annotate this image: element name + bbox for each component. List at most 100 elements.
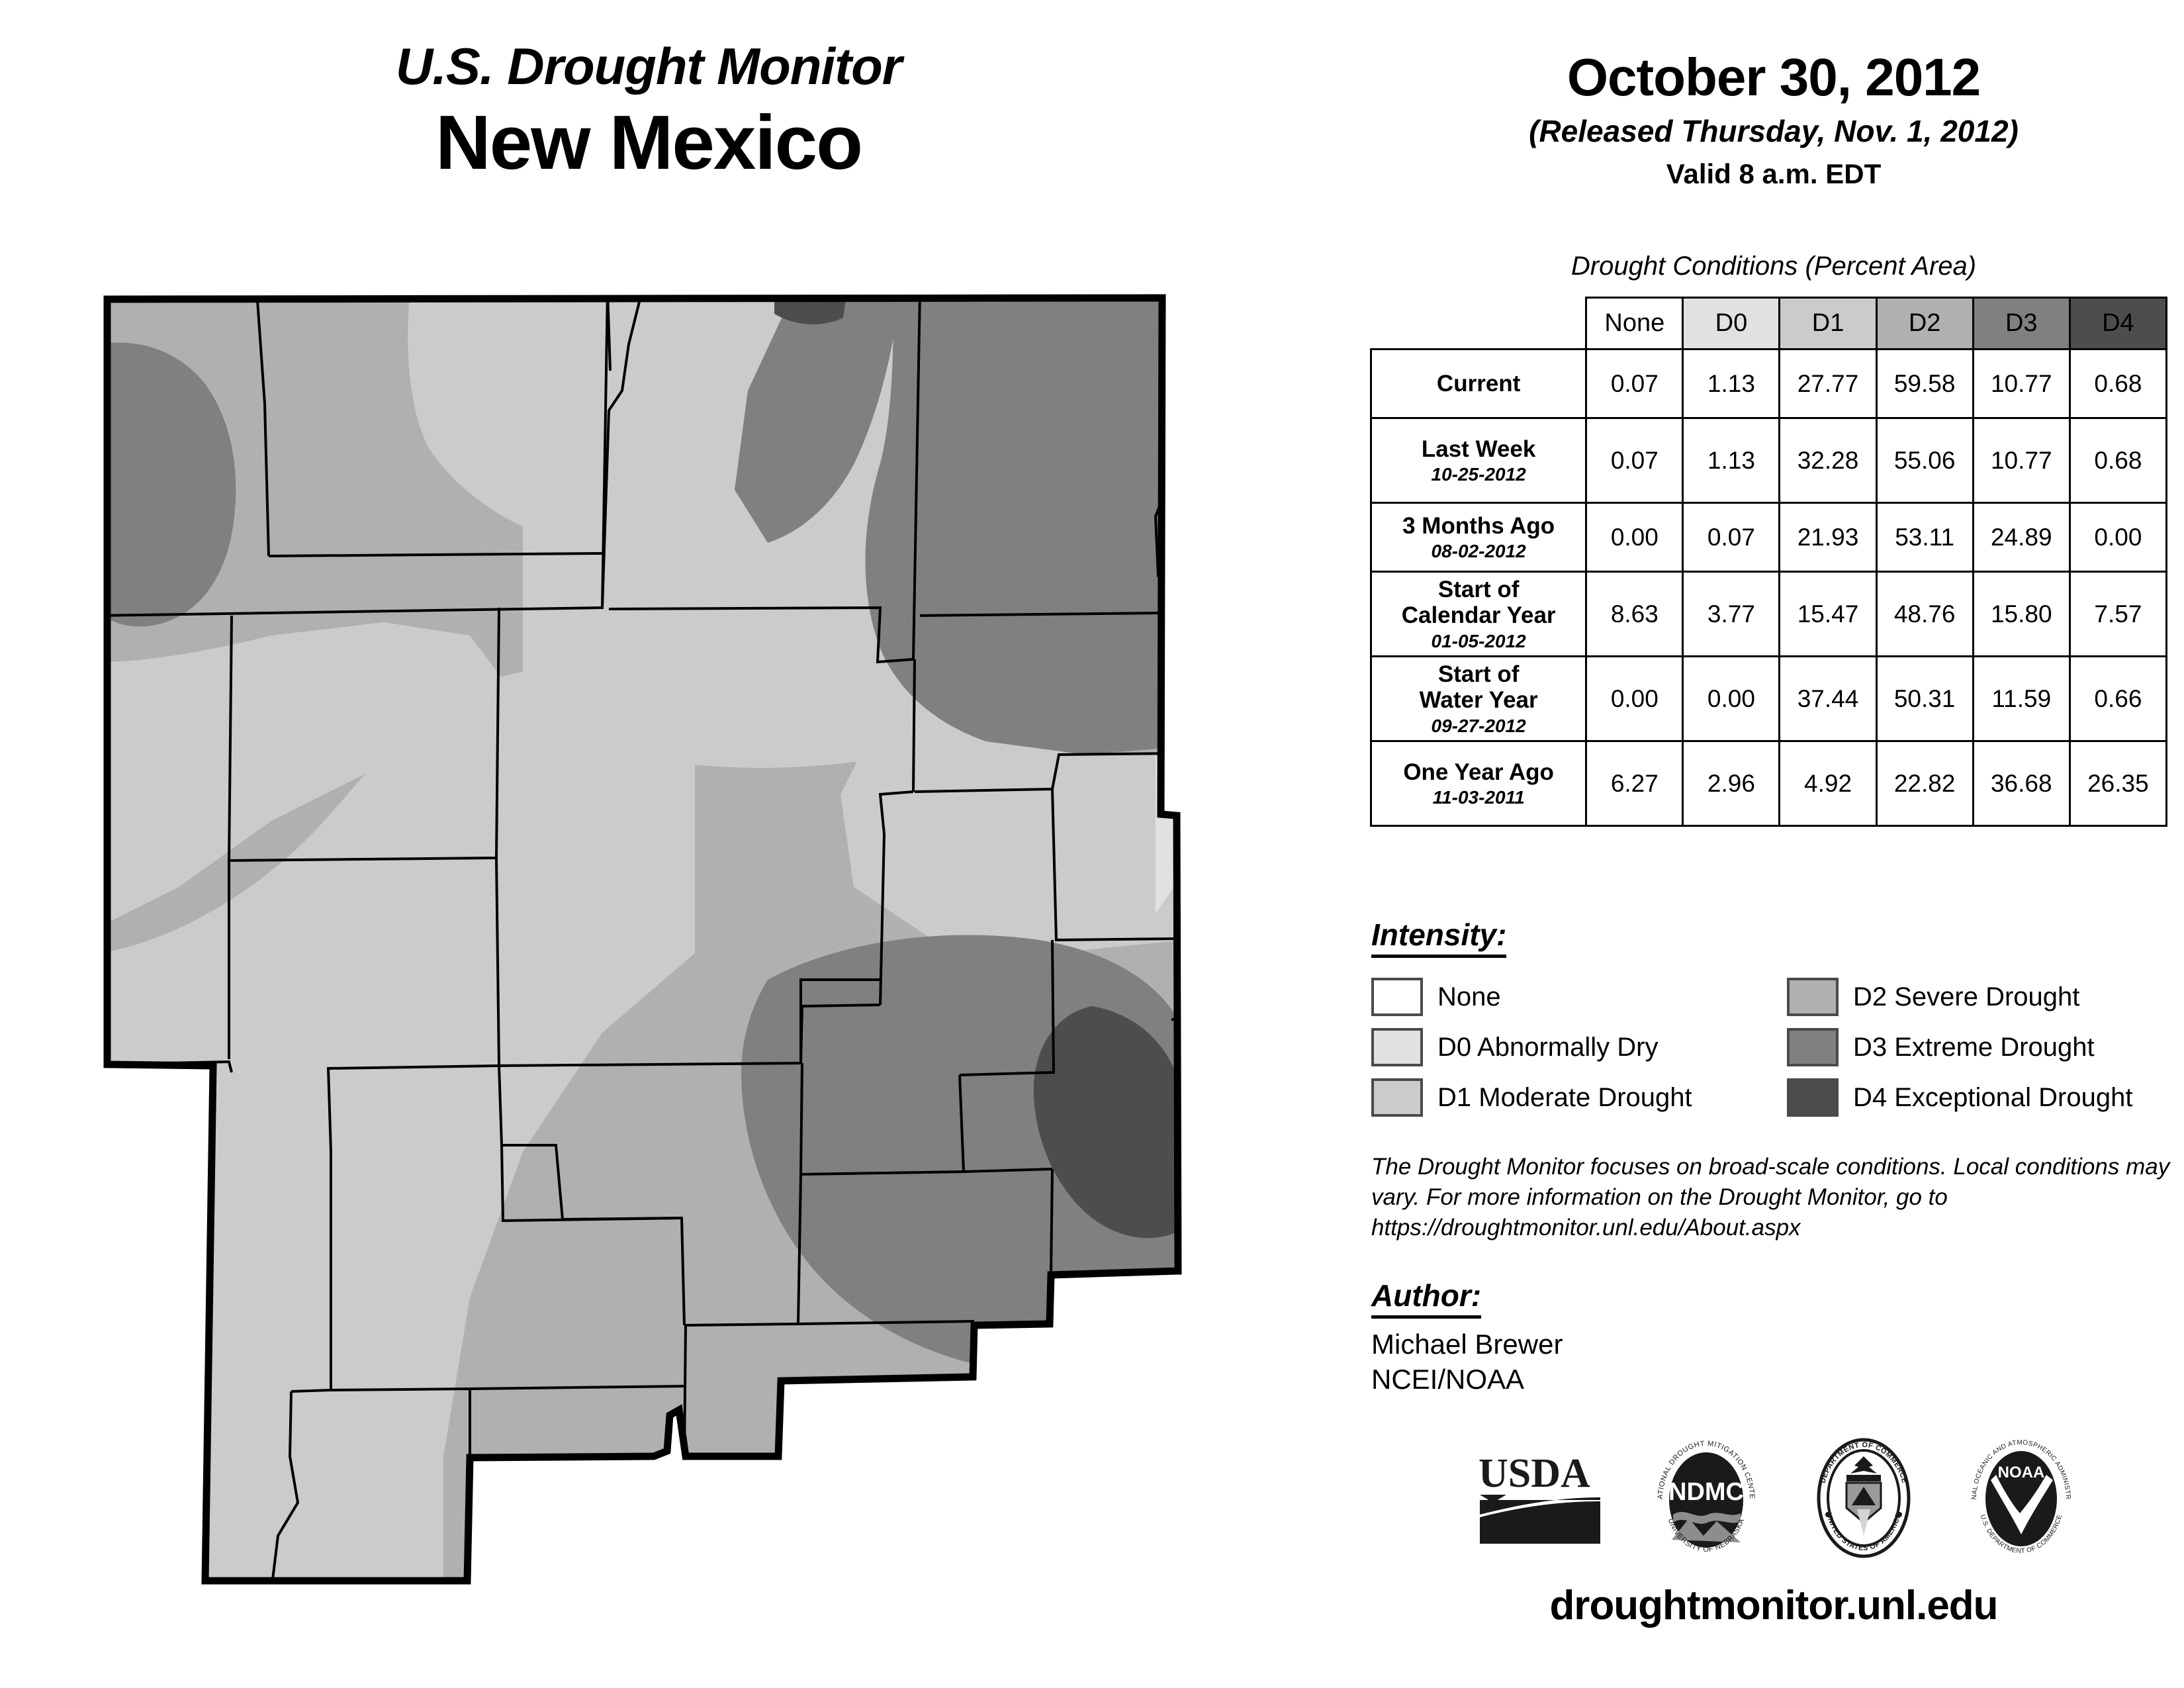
partner-logos: USDA NDMC NAT (1370, 1430, 2184, 1569)
row-label-text: 3 Months Ago (1402, 512, 1555, 539)
cell-3months-d1: 21.93 (1778, 502, 1878, 573)
intensity-heading: Intensity: (1371, 917, 1507, 958)
row-label-start-water-year: Start of Water Year 09-27-2012 (1369, 655, 1588, 742)
legend-item-d0: D0 Abnormally Dry (1371, 1022, 1768, 1072)
row-label-date: 10-25-2012 (1431, 463, 1526, 485)
row-label-3-months-ago: 3 Months Ago 08-02-2012 (1369, 502, 1588, 573)
title-block: U.S. Drought Monitor New Mexico (0, 37, 1297, 185)
state-outline (103, 294, 1182, 1585)
intensity-legend: None D2 Severe Drought D0 Abnormally Dry… (1371, 972, 2184, 1123)
usda-logo-text: USDA (1479, 1451, 1590, 1496)
cell-lastweek-d3: 10.77 (1972, 417, 2071, 504)
cell-wateryear-none: 0.00 (1585, 655, 1684, 742)
cell-3months-d2: 53.11 (1875, 502, 1974, 573)
cell-lastweek-d4: 0.68 (2068, 417, 2168, 504)
row-label-last-week: Last Week 10-25-2012 (1369, 417, 1588, 504)
cell-lastweek-none: 0.07 (1585, 417, 1684, 504)
svg-text:NOAA: NOAA (1998, 1464, 2045, 1481)
table-row: Last Week 10-25-2012 0.07 1.13 32.28 55.… (1369, 417, 2168, 504)
cell-oneyear-none: 6.27 (1585, 740, 1684, 827)
cell-wateryear-d4: 0.66 (2068, 655, 2168, 742)
legend-item-d1: D1 Moderate Drought (1371, 1072, 1768, 1123)
table-header-row: None D0 D1 D2 D3 D4 (1371, 297, 2168, 350)
legend-swatch-d1 (1371, 1078, 1423, 1117)
row-label-text: Last Week (1421, 436, 1536, 462)
legend-item-d2: D2 Severe Drought (1787, 972, 2184, 1022)
map-svg (103, 294, 1182, 1585)
info-column: October 30, 2012 (Released Thursday, Nov… (1363, 0, 2184, 1688)
cell-current-none: 0.07 (1585, 348, 1684, 419)
program-title: U.S. Drought Monitor (395, 37, 902, 95)
col-header-d3: D3 (1972, 297, 2071, 350)
table-corner-cell (1371, 298, 1586, 350)
legend-label-none: None (1437, 982, 1501, 1011)
cell-calyear-none: 8.63 (1585, 571, 1684, 657)
cell-wateryear-d2: 50.31 (1875, 655, 1974, 742)
website-url[interactable]: droughtmonitor.unl.edu (1549, 1583, 1998, 1628)
cell-calyear-d1: 15.47 (1778, 571, 1878, 657)
row-label-one-year-ago: One Year Ago 11-03-2011 (1369, 740, 1588, 827)
cell-current-d0: 1.13 (1682, 348, 1781, 419)
legend-label-d3: D3 Extreme Drought (1853, 1032, 2095, 1062)
legend-item-d3: D3 Extreme Drought (1787, 1022, 2184, 1072)
cell-calyear-d4: 7.57 (2068, 571, 2168, 657)
cell-oneyear-d0: 2.96 (1682, 740, 1781, 827)
col-header-d4: D4 (2068, 297, 2168, 350)
cell-current-d3: 10.77 (1972, 348, 2071, 419)
col-header-d0: D0 (1682, 297, 1781, 350)
drought-conditions-table: None D0 D1 D2 D3 D4 Current 0.07 1.13 27… (1369, 297, 2168, 827)
svg-text:NDMC: NDMC (1668, 1478, 1744, 1506)
cell-3months-d4: 0.00 (2068, 502, 2168, 573)
table-row: Start of Water Year 09-27-2012 0.00 0.00 … (1369, 655, 2168, 742)
legend-item-none: None (1371, 972, 1768, 1022)
table-caption: Drought Conditions (Percent Area) (1570, 252, 1977, 281)
noaa-logo: NOAA NATIONAL OCEANIC AND ATMOSPHERIC AD… (1960, 1431, 2079, 1563)
legend-swatch-none (1371, 978, 1423, 1016)
new-mexico-drought-map[interactable] (99, 291, 1291, 1589)
row-label-current: Current (1369, 348, 1588, 419)
cell-lastweek-d1: 32.28 (1778, 417, 1878, 504)
county-boundaries (107, 298, 1178, 1580)
row-label-date: 11-03-2011 (1432, 786, 1525, 808)
legend-swatch-d0 (1371, 1028, 1423, 1066)
date-block: October 30, 2012 (Released Thursday, Nov… (1363, 50, 2184, 189)
table-row: 3 Months Ago 08-02-2012 0.00 0.07 21.93 … (1369, 502, 2168, 573)
legend-label-d0: D0 Abnormally Dry (1437, 1032, 1659, 1062)
col-header-none: None (1585, 297, 1684, 350)
table-row: Start of Calendar Year 01-05-2012 8.63 3.… (1369, 571, 2168, 657)
cell-3months-d3: 24.89 (1972, 502, 2071, 573)
cell-3months-none: 0.00 (1585, 502, 1684, 573)
ndmc-logo: NDMC NATIONAL DROUGHT MITIGATION CENTER … (1645, 1430, 1764, 1563)
valid-time: Valid 8 a.m. EDT (1666, 158, 1882, 189)
table-row: One Year Ago 11-03-2011 6.27 2.96 4.92 2… (1369, 740, 2168, 827)
legend-swatch-d2 (1787, 978, 1839, 1016)
cell-oneyear-d4: 26.35 (2068, 740, 2168, 827)
row-label-start-calendar-year: Start of Calendar Year 01-05-2012 (1369, 571, 1588, 657)
release-date: (Released Thursday, Nov. 1, 2012) (1529, 114, 2019, 148)
doc-seal-logo: DEPARTMENT OF COMMERCE UNITED STATES OF … (1805, 1436, 1922, 1563)
row-label-text: Current (1436, 370, 1521, 397)
table-row: Current 0.07 1.13 27.77 59.58 10.77 0.68 (1369, 348, 2168, 419)
cell-lastweek-d2: 55.06 (1875, 417, 1974, 504)
cell-calyear-d3: 15.80 (1972, 571, 2071, 657)
usda-logo: USDA (1475, 1448, 1607, 1551)
cell-current-d2: 59.58 (1875, 348, 1974, 419)
row-label-text: One Year Ago (1403, 759, 1554, 785)
cell-3months-d0: 0.07 (1682, 502, 1781, 573)
row-label-date: 01-05-2012 (1431, 630, 1526, 651)
legend-label-d2: D2 Severe Drought (1853, 982, 2080, 1011)
author-name: Michael Brewer (1371, 1329, 1563, 1360)
cell-current-d4: 0.68 (2068, 348, 2168, 419)
cell-calyear-d2: 48.76 (1875, 571, 1974, 657)
state-title: New Mexico (435, 99, 863, 185)
legend-item-d4: D4 Exceptional Drought (1787, 1072, 2184, 1123)
row-label-date: 08-02-2012 (1431, 540, 1526, 561)
cell-oneyear-d2: 22.82 (1875, 740, 1974, 827)
map-column: U.S. Drought Monitor New Mexico (0, 37, 1297, 1589)
cell-lastweek-d0: 1.13 (1682, 417, 1781, 504)
author-heading: Author: (1371, 1278, 1482, 1319)
cell-wateryear-d1: 37.44 (1778, 655, 1878, 742)
col-header-d1: D1 (1778, 297, 1878, 350)
legend-swatch-d3 (1787, 1028, 1839, 1066)
